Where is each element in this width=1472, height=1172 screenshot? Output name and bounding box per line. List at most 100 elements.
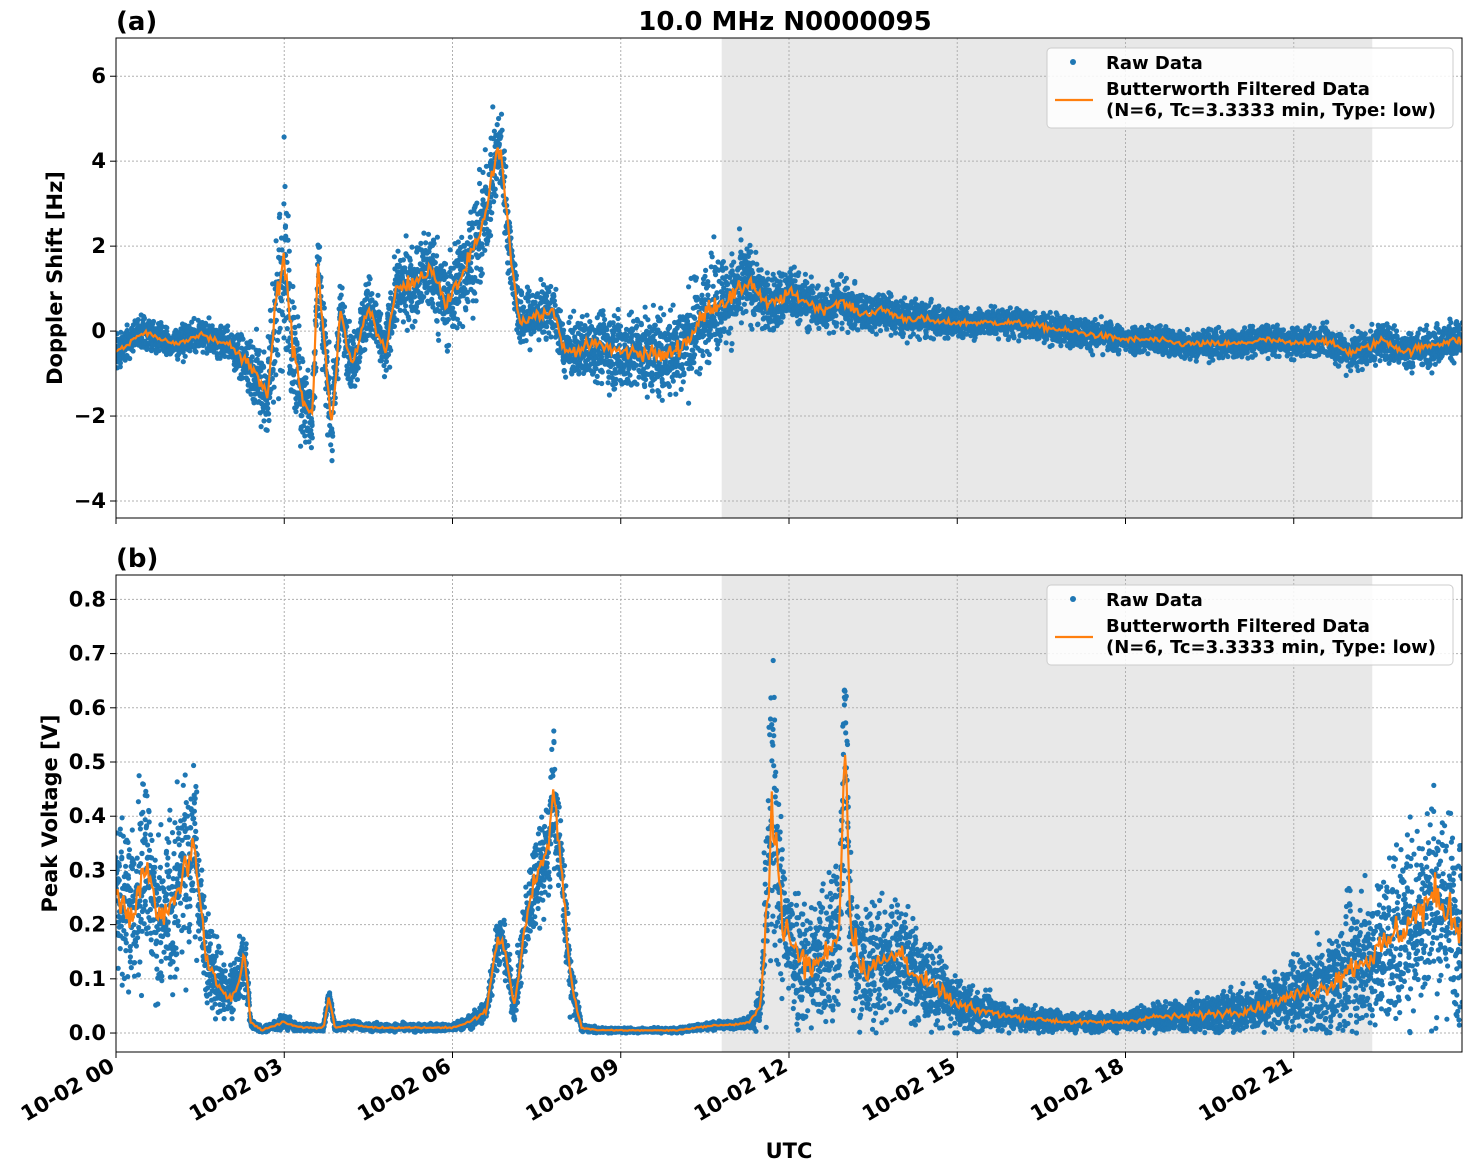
raw-data-point	[642, 304, 648, 310]
raw-data-point	[670, 302, 676, 308]
raw-data-point	[656, 393, 662, 399]
raw-data-point	[667, 307, 674, 313]
raw-data-point	[415, 309, 421, 315]
raw-data-point	[681, 371, 687, 377]
raw-data-point	[605, 380, 611, 386]
raw-data-point	[354, 377, 360, 383]
raw-data-point	[338, 292, 344, 298]
raw-data-point	[378, 358, 384, 364]
raw-data-point	[446, 342, 452, 348]
raw-data-point	[499, 127, 505, 133]
raw-data-point	[264, 427, 270, 433]
raw-data-point	[441, 285, 447, 291]
raw-data-point	[627, 372, 633, 378]
raw-data-point	[833, 313, 839, 319]
raw-data-point	[282, 223, 289, 229]
raw-data-point	[355, 365, 361, 371]
raw-data-point	[282, 183, 288, 190]
raw-data-point	[480, 197, 486, 203]
raw-data-point	[316, 255, 322, 261]
raw-data-point	[884, 326, 890, 332]
raw-data-point	[164, 325, 170, 331]
raw-data-point	[413, 304, 419, 310]
raw-data-point	[600, 308, 606, 314]
raw-data-point	[431, 240, 437, 246]
raw-data-point	[474, 200, 480, 206]
raw-data-point	[521, 304, 527, 310]
raw-data-point	[855, 327, 861, 333]
raw-data-point	[634, 323, 640, 329]
raw-data-point	[367, 276, 373, 282]
raw-data-point	[248, 391, 254, 397]
raw-data-point	[294, 341, 300, 347]
raw-data-point	[893, 330, 899, 336]
raw-data-point	[541, 329, 547, 335]
raw-data-point	[326, 339, 332, 345]
raw-data-point	[445, 281, 451, 287]
raw-data-point	[567, 314, 574, 320]
raw-data-point	[491, 199, 497, 205]
raw-data-point	[557, 308, 564, 314]
raw-data-point	[729, 341, 735, 347]
raw-data-point	[240, 336, 246, 342]
raw-data-point	[400, 319, 406, 325]
raw-data-point	[738, 237, 744, 243]
raw-data-point	[699, 348, 705, 354]
raw-data-point	[739, 294, 746, 300]
raw-data-point	[366, 281, 372, 287]
raw-data-point	[378, 311, 384, 317]
raw-data-point	[551, 298, 558, 304]
raw-data-point	[552, 302, 558, 308]
raw-data-point	[649, 382, 655, 388]
raw-data-point	[423, 240, 429, 246]
raw-data-point	[289, 368, 295, 374]
raw-data-point	[659, 397, 665, 403]
raw-data-point	[935, 308, 942, 314]
raw-data-point	[407, 257, 413, 263]
raw-data-point	[468, 268, 474, 274]
raw-data-point	[274, 337, 281, 343]
raw-data-point	[381, 374, 388, 380]
raw-data-point	[317, 244, 323, 250]
raw-data-point	[345, 371, 351, 377]
raw-data-point	[540, 282, 547, 288]
raw-data-point	[388, 347, 394, 353]
raw-data-point	[225, 323, 231, 329]
raw-data-point	[561, 327, 567, 333]
raw-data-point	[275, 352, 281, 358]
raw-data-point	[666, 383, 672, 389]
raw-data-point	[130, 348, 136, 354]
raw-data-point	[710, 283, 716, 289]
raw-data-point	[329, 430, 335, 436]
raw-data-point	[634, 381, 640, 387]
raw-data-point	[748, 249, 754, 255]
raw-data-point	[285, 213, 291, 219]
raw-data-point	[388, 290, 394, 296]
raw-data-point	[402, 265, 408, 271]
raw-data-point	[486, 228, 492, 235]
raw-data-point	[804, 280, 810, 286]
raw-data-point	[731, 259, 737, 265]
raw-data-point	[387, 364, 393, 370]
raw-data-point	[281, 335, 287, 341]
raw-data-point	[341, 304, 348, 310]
raw-data-point	[445, 316, 451, 323]
raw-data-point	[295, 314, 301, 320]
raw-data-point	[182, 353, 188, 359]
raw-data-point	[396, 262, 402, 268]
raw-data-point	[426, 249, 432, 255]
raw-data-point	[395, 248, 401, 254]
raw-data-point	[357, 354, 363, 360]
raw-data-point	[412, 318, 418, 324]
raw-data-point	[286, 267, 292, 273]
raw-data-point	[488, 216, 494, 222]
raw-data-point	[711, 234, 717, 240]
raw-data-point	[305, 367, 311, 373]
raw-data-point	[269, 375, 275, 382]
raw-data-point	[532, 299, 538, 305]
raw-data-point	[356, 359, 362, 365]
raw-data-point	[429, 296, 435, 302]
raw-data-point	[268, 318, 274, 324]
raw-data-point	[643, 377, 649, 383]
raw-data-point	[544, 324, 550, 330]
